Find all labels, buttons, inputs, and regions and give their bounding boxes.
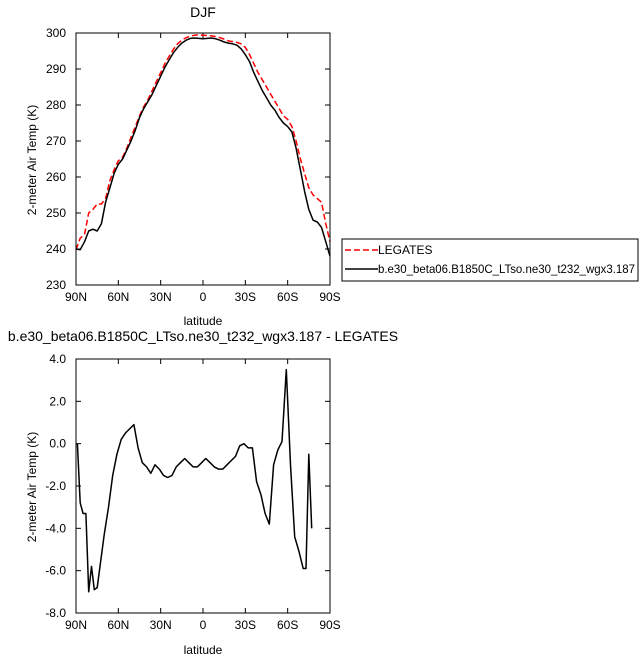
bottom-y-tick-label: -6.0 [45, 564, 66, 578]
bottom-plot-frame [75, 358, 331, 614]
top-x-tick-label: 0 [200, 290, 207, 304]
bottom-y-tick-label: 0.0 [49, 437, 66, 451]
top-series-lines [75, 34, 331, 257]
top-y-tick-label: 250 [46, 206, 66, 220]
top-y-tick-label: 300 [46, 26, 66, 40]
bottom-x-tick-label: 90N [65, 618, 87, 632]
bottom-x-tick-label: 60S [277, 618, 298, 632]
bottom-x-axis-label: latitude [184, 643, 223, 657]
legend-box [341, 238, 639, 282]
top-y-tick-label: 230 [46, 278, 66, 292]
bottom-y-tick-label: 4.0 [49, 352, 66, 366]
top-y-tick-label: 280 [46, 98, 66, 112]
top-x-tick-label: 60N [107, 290, 129, 304]
top-y-tick-label: 270 [46, 134, 66, 148]
top-y-tick-label: 240 [46, 242, 66, 256]
top-y-tick-label: 290 [46, 62, 66, 76]
top-plot-frame [75, 32, 331, 286]
bottom-x-tick-label: 90S [319, 618, 340, 632]
bottom-x-tick-label: 30S [235, 618, 256, 632]
top-y-axis-label: 2-meter Air Temp (K) [25, 105, 39, 215]
bottom-x-tick-label: 0 [200, 618, 207, 632]
bottom-y-tick-label: -8.0 [45, 606, 66, 620]
bottom-x-tick-label: 30N [150, 618, 172, 632]
top-x-axis-label: latitude [184, 314, 223, 328]
legend-label-model: b.e30_beta06.B1850C_LTso.ne30_t232_wgx3.… [378, 262, 635, 276]
bottom-series-line-0 [76, 368, 313, 593]
bottom-y-tick-label: -4.0 [45, 521, 66, 535]
top-x-tick-label: 30S [235, 290, 256, 304]
legend: LEGATES b.e30_beta06.B1850C_LTso.ne30_t2… [341, 238, 639, 282]
bottom-x-tick-label: 60N [107, 618, 129, 632]
top-x-tick-label: 60S [277, 290, 298, 304]
top-y-tick-label: 260 [46, 170, 66, 184]
bottom-panel: b.e30_beta06.B1850C_LTso.ne30_t232_wgx3.… [8, 328, 398, 657]
bottom-series-lines [76, 368, 313, 593]
top-ticks: 90N 60N 30N 0 30S 60S 90S 230 240 250 260 270 280 290… [46, 26, 341, 304]
top-x-tick-label: 30N [150, 290, 172, 304]
bottom-y-tick-label: -2.0 [45, 479, 66, 493]
top-series-line-0 [75, 34, 331, 250]
top-panel: DJF 2-meter Air Temp (K) latitude 90N 60N… [25, 4, 341, 328]
legend-label-legates: LEGATES [378, 243, 432, 257]
top-chart-title: DJF [190, 4, 216, 20]
bottom-ticks: 90N 60N 30N 0 30S 60S 90S -8.0 -6.0 -4.0 -2.0 0.0 2.… [45, 352, 340, 632]
bottom-y-tick-label: 2.0 [49, 394, 66, 408]
top-x-tick-label: 90N [65, 290, 87, 304]
bottom-chart-title: b.e30_beta06.B1850C_LTso.ne30_t232_wgx3.… [8, 328, 398, 344]
bottom-y-axis-label: 2-meter Air Temp (K) [25, 432, 39, 542]
top-series-line-1 [75, 37, 331, 257]
top-x-tick-label: 90S [319, 290, 340, 304]
